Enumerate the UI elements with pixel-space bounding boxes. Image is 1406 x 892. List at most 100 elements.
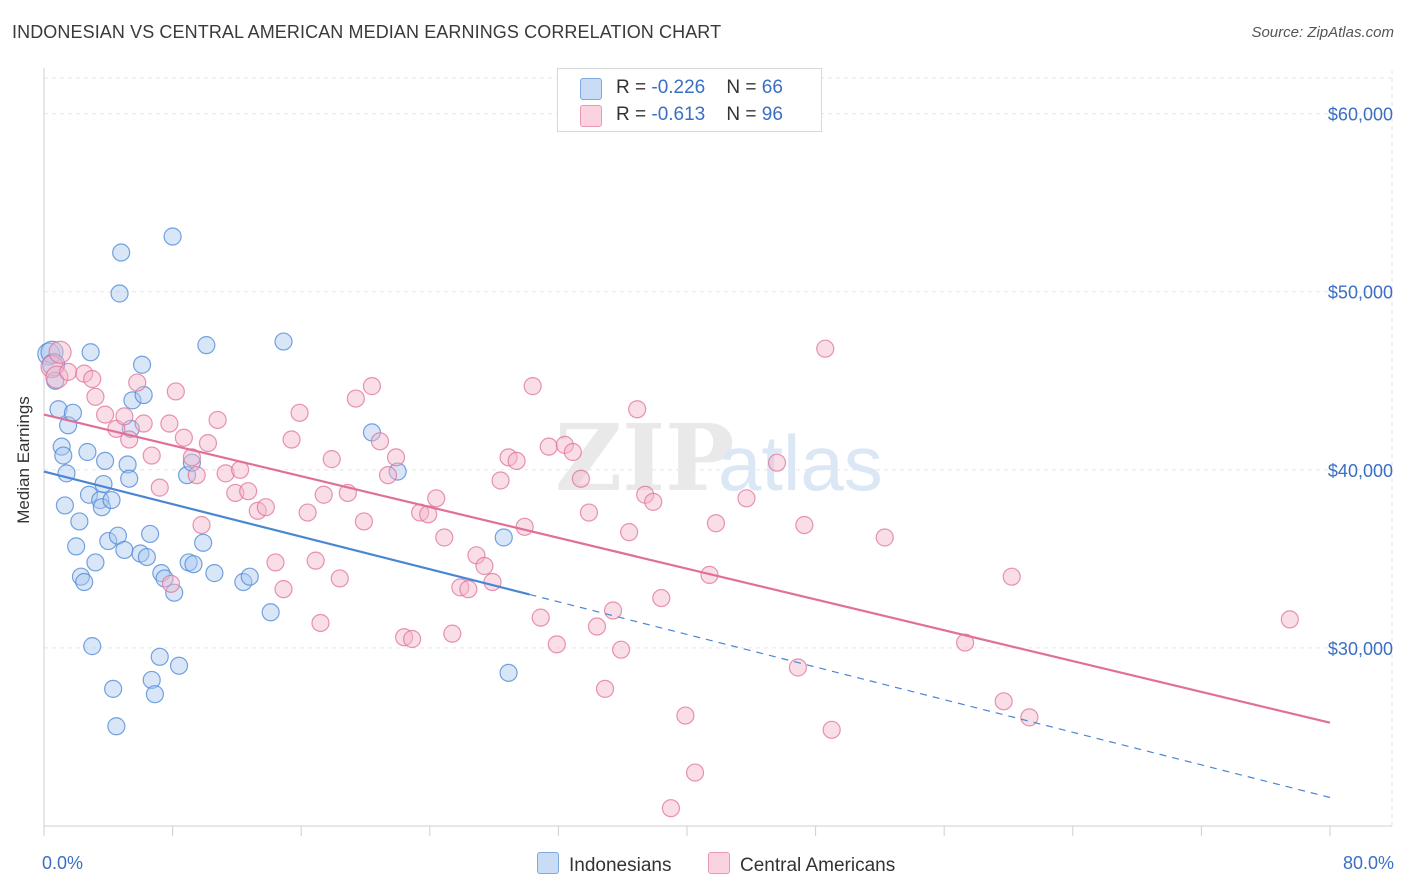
y-tick-label: $60,000 xyxy=(1328,105,1393,125)
data-point xyxy=(187,466,206,485)
data-point xyxy=(112,243,131,262)
data-point xyxy=(45,365,69,389)
data-point xyxy=(955,633,975,652)
tick-labels: $30,000 $40,000 $50,000 $60,000 xyxy=(1328,105,1393,659)
data-point xyxy=(531,608,550,627)
legend-r-label: R = xyxy=(616,104,652,125)
data-point xyxy=(354,512,373,531)
legend-label: Indonesians xyxy=(569,855,672,876)
data-point xyxy=(388,462,407,481)
legend-swatch xyxy=(537,852,559,874)
data-point xyxy=(239,482,258,501)
data-point xyxy=(579,503,599,522)
data-point xyxy=(443,624,462,643)
data-point xyxy=(110,284,129,303)
data-point xyxy=(163,227,182,246)
data-point xyxy=(198,433,218,453)
data-point xyxy=(652,588,671,608)
data-point xyxy=(644,492,663,511)
data-point xyxy=(118,455,137,474)
data-point xyxy=(79,485,99,504)
legend-n-value: 96 xyxy=(761,104,783,125)
legend-swatch-indonesians xyxy=(580,78,602,100)
data-point xyxy=(95,405,115,424)
legend-r-value: -0.613 xyxy=(651,104,706,125)
data-point xyxy=(55,496,74,515)
data-point xyxy=(427,489,446,508)
data-point xyxy=(92,498,111,517)
data-point xyxy=(115,407,134,426)
y-axis-label: Median Earnings xyxy=(14,396,33,524)
y-tick-label: $30,000 xyxy=(1328,639,1393,659)
legend-n-label: N = xyxy=(726,104,762,125)
data-point xyxy=(150,478,169,497)
data-point xyxy=(182,448,201,467)
data-point xyxy=(475,556,494,576)
data-point xyxy=(104,679,123,698)
legend-r-label: R = xyxy=(616,77,652,98)
data-point xyxy=(205,564,224,583)
data-point xyxy=(491,471,510,490)
data-point xyxy=(499,663,518,682)
data-point xyxy=(120,469,139,488)
data-point xyxy=(403,629,422,649)
data-point xyxy=(435,528,454,547)
data-point xyxy=(63,403,83,422)
data-point xyxy=(123,391,142,410)
data-point xyxy=(494,528,513,547)
chart-title: INDONESIAN VS CENTRAL AMERICAN MEDIAN EA… xyxy=(12,22,722,42)
legend-item-indonesians: Indonesians xyxy=(537,852,671,877)
legend-n-label: N = xyxy=(726,77,762,98)
data-point xyxy=(184,555,203,574)
data-point xyxy=(587,617,607,636)
data-point xyxy=(539,437,558,456)
data-point xyxy=(274,332,293,351)
data-point xyxy=(160,414,179,433)
data-point xyxy=(378,466,398,485)
data-point xyxy=(298,503,317,522)
data-point xyxy=(266,553,285,572)
data-point xyxy=(311,613,330,633)
data-point xyxy=(1280,610,1299,629)
data-point xyxy=(40,340,64,364)
trend-lines xyxy=(43,413,1331,799)
data-point xyxy=(83,369,102,389)
data-point xyxy=(628,400,647,419)
data-point xyxy=(788,658,808,677)
data-point xyxy=(150,647,169,666)
data-point xyxy=(603,601,623,620)
data-point xyxy=(54,446,73,465)
y-tick-label: $50,000 xyxy=(1328,283,1393,303)
data-point xyxy=(86,553,105,572)
data-point xyxy=(274,580,293,599)
legend-swatch-central-americans xyxy=(580,105,602,127)
data-point xyxy=(816,339,835,358)
data-point xyxy=(102,490,121,510)
data-point xyxy=(994,692,1013,711)
data-point xyxy=(459,580,478,599)
data-point xyxy=(142,446,161,465)
series-indonesians xyxy=(37,227,518,736)
data-point xyxy=(595,679,615,698)
data-point xyxy=(330,569,349,588)
data-point xyxy=(71,567,91,586)
data-point xyxy=(75,572,94,592)
data-point xyxy=(132,355,152,374)
legend-n-value: 66 xyxy=(761,77,783,98)
data-point xyxy=(620,523,639,542)
data-point xyxy=(314,485,333,504)
data-point xyxy=(197,336,216,355)
data-point xyxy=(137,547,156,567)
data-point xyxy=(256,498,275,517)
watermark: ZIP atlas xyxy=(555,404,883,512)
watermark-atlas: atlas xyxy=(718,419,883,507)
data-point xyxy=(83,637,102,656)
data-point xyxy=(99,531,118,551)
data-point xyxy=(86,387,105,406)
data-point xyxy=(59,362,78,381)
trend-line-indonesians xyxy=(43,470,530,596)
data-point xyxy=(48,340,72,364)
x-tick-label-max: 80.0% xyxy=(1342,853,1394,873)
data-point xyxy=(661,799,681,818)
